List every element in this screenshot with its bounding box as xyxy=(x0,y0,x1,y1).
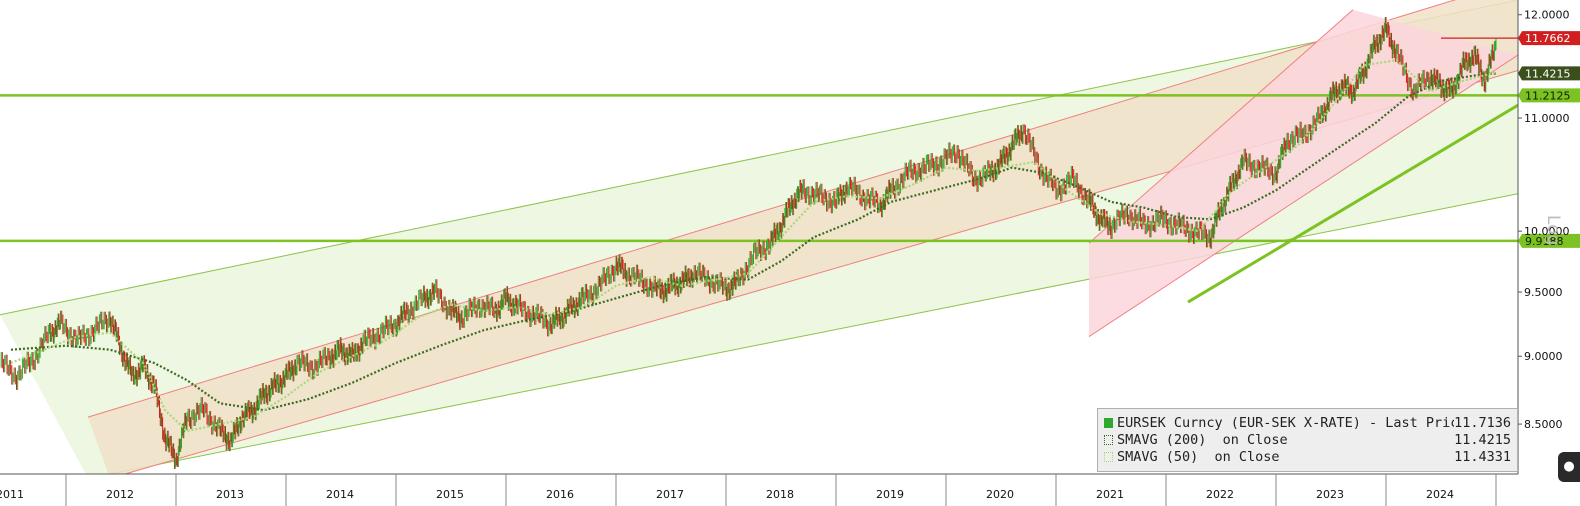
x-tick-label: 2013 xyxy=(216,488,244,501)
x-tick-label: 2017 xyxy=(656,488,684,501)
y-tick-label: 9.0000 xyxy=(1524,350,1563,363)
tan-channel-upper xyxy=(87,0,1457,418)
x-tick-label: 2023 xyxy=(1316,488,1344,501)
y-tick-label: 9.5000 xyxy=(1524,286,1563,299)
level-tag-label-3: 9.9188 xyxy=(1525,235,1564,248)
x-tick-label: 2019 xyxy=(876,488,904,501)
sma50-line xyxy=(10,59,1497,433)
legend-value-price: 11.7136 xyxy=(1454,414,1511,431)
legend-row-price: EURSEK Curncy (EUR-SEK X-RATE) - Last Pr… xyxy=(1104,414,1511,431)
y-tick-label: 12.0000 xyxy=(1524,9,1570,22)
level-tag-label-1: 11.4215 xyxy=(1525,67,1571,80)
level-tag-2 xyxy=(1518,88,1580,103)
sma200-line xyxy=(10,72,1497,412)
price-candles xyxy=(0,17,1497,469)
support-trendline xyxy=(1187,103,1518,304)
x-tick-label: 2021 xyxy=(1096,488,1124,501)
level-tag-0 xyxy=(1518,31,1580,46)
level-tag-1 xyxy=(1518,66,1580,81)
level-tag-3 xyxy=(1518,233,1580,248)
y-tick-label: 10.0000 xyxy=(1524,225,1570,238)
x-tick-label: 2011 xyxy=(0,488,24,501)
x-tick-label: 2020 xyxy=(986,488,1014,501)
series-layer xyxy=(0,17,1497,469)
x-tick-label: 2018 xyxy=(766,488,794,501)
legend: EURSEK Curncy (EUR-SEK X-RATE) - Last Pr… xyxy=(1097,408,1518,472)
y-tick-label: 8.5000 xyxy=(1524,418,1563,431)
x-tick-label: 2016 xyxy=(546,488,574,501)
legend-row-sma200: SMAVG (200) on Close 11.4215 xyxy=(1104,431,1511,448)
level-tag-label-2: 11.2125 xyxy=(1525,89,1571,102)
legend-swatch-sma50 xyxy=(1104,451,1113,462)
legend-swatch-sma200 xyxy=(1104,434,1113,445)
x-tick-label: 2024 xyxy=(1426,488,1454,501)
x-tick-label: 2022 xyxy=(1206,488,1234,501)
y-tick-label: 11.0000 xyxy=(1524,112,1570,125)
tan-channel-fill xyxy=(88,0,1518,474)
channels-layer xyxy=(0,0,1518,474)
legend-value-sma200: 11.4215 xyxy=(1454,431,1511,448)
x-tick-label: 2015 xyxy=(436,488,464,501)
pink-channel-upper xyxy=(1088,9,1354,244)
x-tick-label: 2014 xyxy=(326,488,354,501)
pin-icon[interactable]: ● xyxy=(1558,452,1580,482)
legend-value-sma50: 11.4331 xyxy=(1454,448,1511,465)
x-tick-label: 2012 xyxy=(106,488,134,501)
legend-swatch-price xyxy=(1104,417,1113,428)
level-tag-label-0: 11.7662 xyxy=(1525,32,1571,45)
legend-name-sma200: SMAVG (200) on Close xyxy=(1117,431,1288,448)
legend-name-sma50: SMAVG (50) on Close xyxy=(1117,448,1280,465)
legend-row-sma50: SMAVG (50) on Close 11.4331 xyxy=(1104,448,1511,465)
pink-channel-lower xyxy=(1088,54,1518,338)
scale-label: Log xyxy=(1543,215,1563,245)
legend-name-price: EURSEK Curncy (EUR-SEK X-RATE) - Last Pr… xyxy=(1117,414,1455,431)
green-channel-upper xyxy=(0,0,1518,316)
